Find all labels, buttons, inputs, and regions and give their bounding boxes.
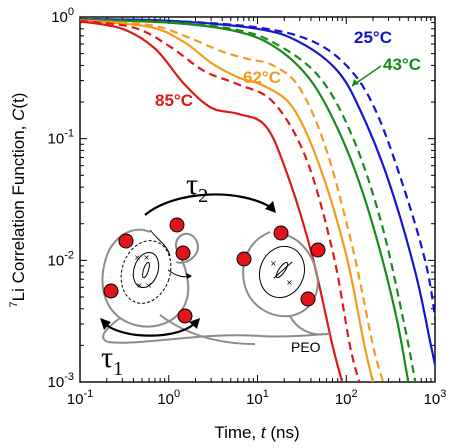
left-particle-4 (103, 283, 119, 299)
left-solvation-ellipse (120, 240, 172, 304)
left-particle-1 (118, 233, 134, 249)
right-inner-arrow (273, 261, 293, 279)
left-cage-marks-2: × × (136, 281, 152, 290)
y-tick-label: 100 (51, 6, 74, 26)
tau1-arrowhead-right (189, 318, 200, 329)
series-62C-dashed (80, 19, 385, 382)
right-particle-1 (273, 225, 289, 241)
left-small-arrow-1 (149, 229, 171, 257)
right-particle-3 (310, 242, 326, 258)
label-85C: 85°C (155, 91, 193, 110)
tau1-arrow (103, 321, 197, 337)
right-cage-marks-2: × (286, 278, 293, 287)
left-solvation-inner (132, 251, 160, 289)
y-tick-label: 10-1 (48, 128, 74, 148)
right-li-ion (275, 261, 289, 279)
peo-label: PEO (291, 339, 321, 355)
series-layer (80, 18, 435, 382)
tau2-arrow (144, 193, 273, 216)
y-tick-labels: 10-3 10-2 10-1 100 (48, 6, 74, 391)
right-cage-marks: × (270, 259, 277, 268)
series-62C-solid (80, 19, 375, 382)
right-particle-2 (236, 251, 252, 267)
x-tick-label: 101 (246, 388, 269, 408)
left-li-ion (142, 261, 150, 279)
left-polymer-tail (159, 314, 256, 345)
right-particle-4 (300, 291, 316, 307)
x-tick-label: 102 (335, 388, 358, 408)
series-85C-dashed (80, 19, 361, 382)
label-62C: 62°C (243, 68, 281, 87)
right-solvation-outer (258, 245, 306, 299)
label-43C-arrowhead (352, 79, 359, 86)
series-43C-solid (80, 18, 410, 382)
x-tick-label: 100 (157, 388, 180, 408)
y-tick-label: 10-2 (48, 249, 74, 269)
tau2-label: τ2 (186, 168, 208, 207)
series-85C-solid (80, 20, 344, 382)
x-tick-labels: 10-1 100 101 102 103 (67, 388, 447, 408)
left-small-arrowhead-2 (186, 273, 192, 279)
label-43C: 43°C (383, 55, 421, 74)
y-axis-label: 7Li Correlation Function, C(t) (8, 93, 28, 308)
tau2-arrowhead (265, 201, 276, 213)
tau1-arrowhead-left (100, 318, 111, 330)
left-particle-5 (177, 308, 193, 324)
series-25C-dashed (80, 18, 435, 327)
tau1-label: τ1 (101, 341, 123, 380)
series-43C-dashed (80, 18, 417, 382)
x-axis-label: Time, t (ns) (214, 423, 299, 442)
left-particle-3 (175, 245, 191, 261)
x-tick-label: 103 (424, 388, 447, 408)
x-tick-label: 10-1 (67, 388, 93, 408)
y-tick-label: 10-3 (48, 371, 74, 391)
label-25C: 25°C (354, 28, 392, 47)
ion-hopping-schematic: τ2 × × × × τ1 × × (100, 168, 331, 380)
left-cage-marks: × × (134, 253, 150, 262)
axis-ticks (79, 16, 436, 383)
left-particle-2 (169, 217, 185, 233)
